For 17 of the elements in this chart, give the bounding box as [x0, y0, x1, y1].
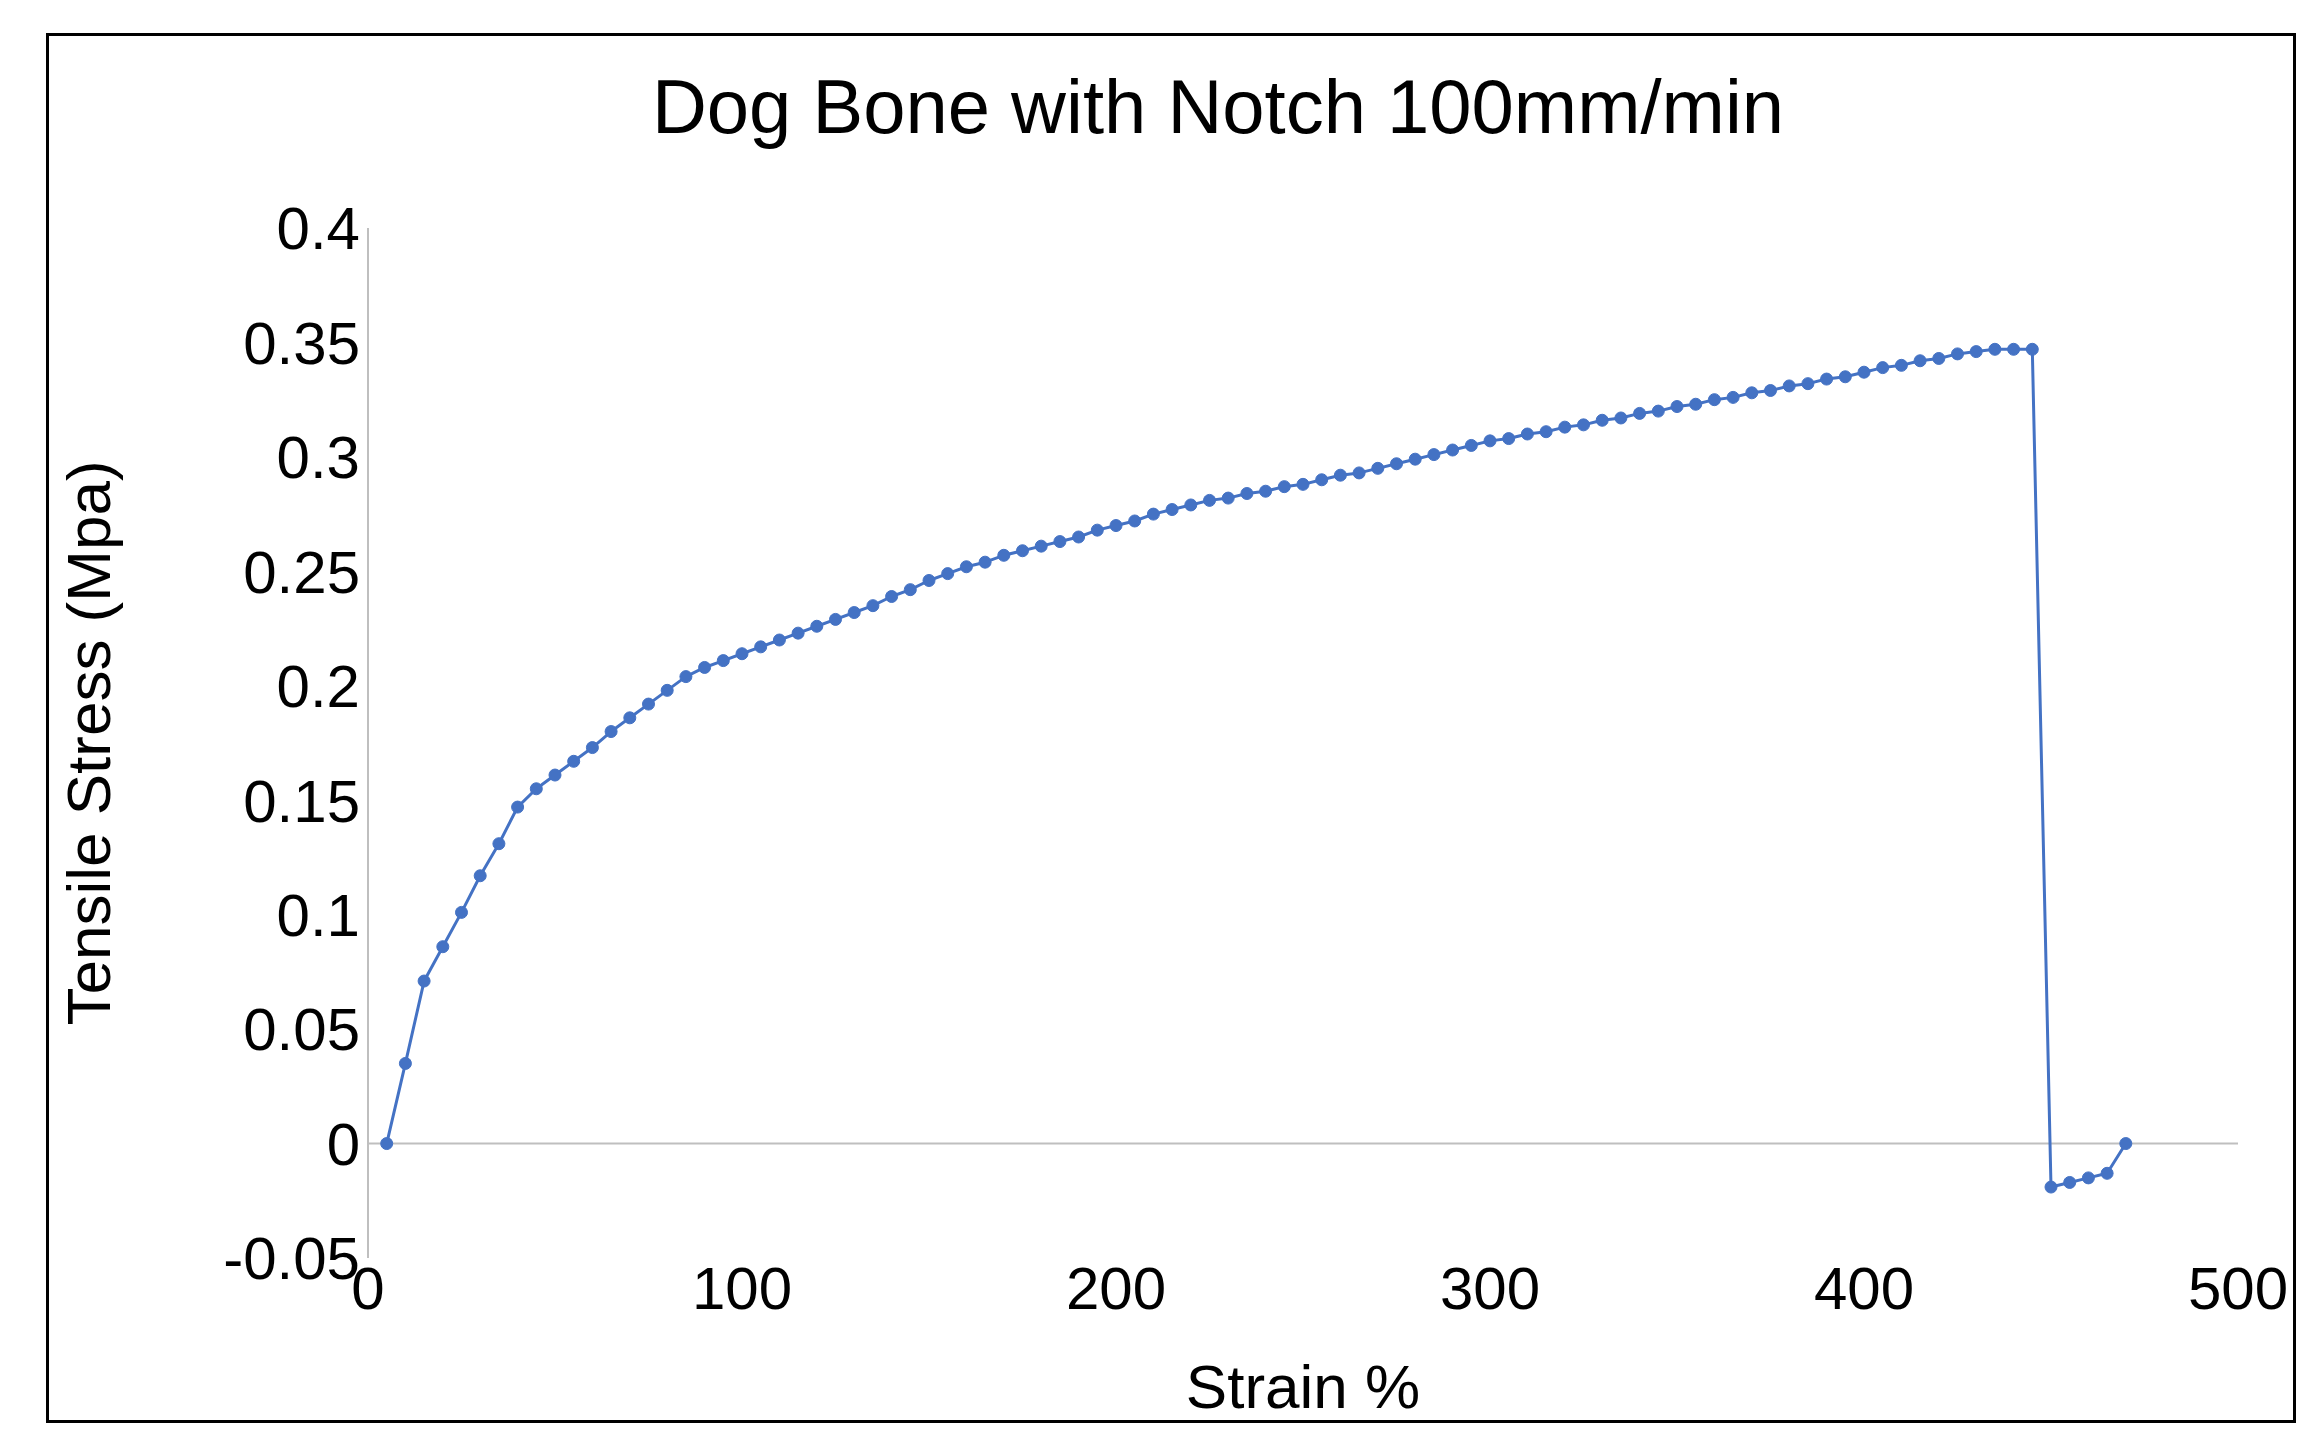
y-tick-label: 0.2: [276, 653, 360, 721]
y-tick-label: 0.1: [276, 881, 360, 949]
y-tick-label: 0: [326, 1110, 360, 1178]
chart-title: Dog Bone with Notch 100mm/min: [650, 63, 1786, 150]
x-axis-title: Strain %: [1185, 1352, 1421, 1421]
y-tick-label: 0.25: [243, 538, 360, 606]
y-tick-label: 0.05: [243, 996, 360, 1064]
y-tick-label: 0.15: [243, 767, 360, 835]
x-tick-label: 400: [1813, 1254, 1915, 1322]
y-tick-label: 0.4: [276, 195, 360, 263]
x-tick-label: 300: [1439, 1254, 1541, 1322]
y-tick-label: 0.35: [243, 309, 360, 377]
y-tick-label: 0.3: [276, 424, 360, 492]
x-tick-label: 500: [2187, 1254, 2289, 1322]
x-tick-label: 100: [691, 1254, 793, 1322]
y-axis-title: Tensile Stress (Mpa): [54, 460, 124, 1026]
x-tick-label: 200: [1065, 1254, 1167, 1322]
